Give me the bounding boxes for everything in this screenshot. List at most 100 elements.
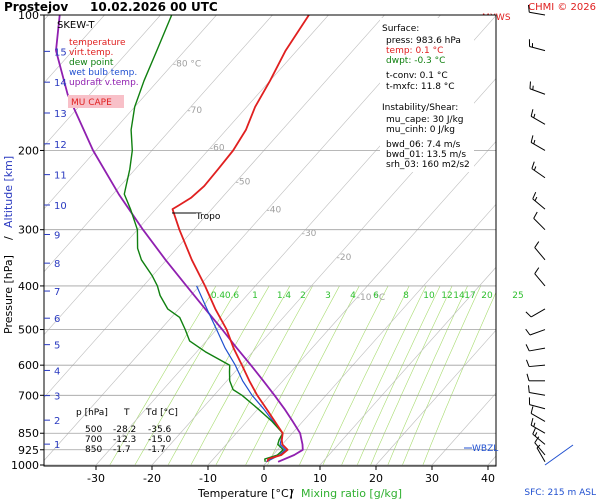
pressure-tick-label: 100	[18, 9, 39, 22]
wind-barb-staff	[534, 247, 546, 261]
wind-barb-staff	[529, 46, 546, 52]
wind-barb	[530, 135, 546, 151]
wind-barb-staff	[530, 142, 546, 151]
wind-barb-staff	[529, 347, 546, 352]
profiles	[55, 15, 310, 463]
mixing-ratio-label: 4	[350, 291, 356, 301]
surface-press: press: 983.6 hPa	[386, 36, 461, 46]
sounding-datetime: 10.02.2026 00 UTC	[90, 0, 218, 14]
wind-barb-staff	[529, 11, 546, 16]
wind-barb	[533, 211, 546, 231]
isotherm-label: -40	[267, 206, 282, 216]
mixing-ratio-labels: 0.4 0.6 1 1.4 2 3 4 6 8 10 12 14 17 20 25	[211, 291, 524, 301]
plot-frame	[43, 14, 497, 467]
wind-barb	[528, 397, 546, 410]
axis-separator-vertical: /	[2, 236, 15, 240]
altitude-tick-label: 7	[54, 287, 60, 298]
altitude-tick-label: 15	[54, 47, 67, 58]
surface-title: Surface:	[382, 24, 419, 34]
table-row-700-p: 700	[85, 435, 102, 445]
altitude-axis-title: Altitude [km]	[2, 156, 15, 228]
wind-barb	[527, 4, 546, 16]
wind-barb	[528, 39, 546, 52]
wind-barb-staff	[529, 88, 546, 95]
altitude-tick-label: 14	[54, 78, 67, 89]
wind-barb-flag	[534, 436, 540, 443]
wind-barb-staff	[530, 115, 546, 125]
table-header-td: Td [°C]	[145, 408, 178, 418]
wind-barb-flag	[533, 211, 538, 219]
x-tick-label: 40	[481, 472, 495, 485]
mixing-ratio-label: 17	[464, 291, 475, 301]
isotherm-line	[151, 78, 496, 466]
info-background	[380, 18, 474, 172]
legend-entry-dew-point: dew point	[69, 58, 114, 68]
table-header-t: T	[123, 408, 130, 418]
isotherm-label: -30	[302, 229, 317, 239]
copyright: CHMI © 2026	[528, 2, 596, 13]
legend: SKEW-T temperature virt.temp. dew point …	[57, 20, 139, 108]
station-name: Prostejov	[4, 0, 68, 14]
wind-barb-flag	[525, 359, 530, 367]
wind-barb	[532, 427, 546, 445]
wind-barb-flag	[525, 344, 530, 352]
mixing-ratio-label: 10	[423, 291, 435, 301]
wind-barb-staff	[529, 364, 546, 368]
wind-barb	[534, 267, 546, 287]
legend-entry-temperature: temperature	[69, 38, 126, 48]
table-row-700-t: -12.3	[113, 435, 136, 445]
mixing-ratio-label: 8	[403, 291, 409, 301]
x-axis-title: Temperature [°C]	[197, 487, 293, 500]
altitude-tick-label: 9	[54, 230, 60, 241]
surface-info: Surface: press: 983.6 hPa temp: 0.1 °C d…	[380, 18, 474, 172]
pressure-tick-label: 400	[18, 280, 39, 293]
table-row-500-td: -35.6	[148, 425, 172, 435]
wind-barb	[525, 308, 546, 318]
isotherm-line	[44, 15, 273, 273]
wind-barb-staff	[530, 412, 546, 422]
isotherm-line	[263, 203, 496, 466]
mixing-ratio-label: 20	[481, 291, 493, 301]
table-row-850-td: -1.7	[148, 445, 166, 455]
isotherm-label: -80 °C	[173, 59, 201, 69]
pressure-tick-label: 200	[18, 144, 39, 157]
table-row-850-t: -1.7	[113, 445, 131, 455]
table-row-500-t: -28.2	[113, 425, 136, 435]
pressure-axis-ticks: 100 200 300 400 500 600 700 850 925 1000	[11, 9, 44, 472]
wind-barb-half-flag	[533, 422, 536, 427]
hodo-surface-line	[544, 444, 574, 466]
pressure-tick-label: 700	[18, 389, 39, 402]
wind-barb-staff	[534, 273, 546, 287]
surface-dwpt: dwpt: -0.3 °C	[386, 56, 445, 66]
altitude-tick-label: 4	[54, 366, 60, 377]
legend-entry-wet-bulb: wet bulb temp.	[69, 68, 137, 78]
isotherm-label: -70	[187, 106, 202, 116]
wind-barb	[527, 385, 546, 396]
wind-barb-staff	[531, 168, 546, 179]
wind-barb	[526, 373, 545, 382]
isotherm-label: -60	[210, 143, 225, 153]
wind-barbs	[525, 4, 546, 463]
wind-barb-staff	[532, 198, 546, 210]
wind-barb-flag	[531, 161, 535, 169]
x-tick-label: -10	[199, 472, 217, 485]
wind-barb-flag	[527, 4, 530, 13]
mixing-ratio-label: 14	[453, 291, 465, 301]
mixing-ratio-label: 6	[373, 291, 379, 301]
wind-barb-flag	[525, 311, 532, 318]
wind-barb-half-flag	[533, 113, 536, 119]
wind-barb	[525, 328, 546, 336]
wind-barb-staff	[534, 442, 546, 456]
isotherm-line	[487, 455, 496, 466]
x-tick-label: 0	[261, 472, 268, 485]
mixing-ratio-label: 2	[300, 291, 306, 301]
wind-barb	[530, 406, 546, 422]
surface-elevation: SFC: 215 m ASL	[524, 488, 596, 498]
table-row-850-p: 850	[85, 445, 102, 455]
wind-barb-flag	[532, 427, 537, 435]
wind-barb-half-flag	[533, 166, 537, 171]
mixing-ratio-label: 25	[512, 291, 523, 301]
mixing-ratio-label: 3	[325, 291, 331, 301]
wind-barb	[525, 359, 546, 368]
